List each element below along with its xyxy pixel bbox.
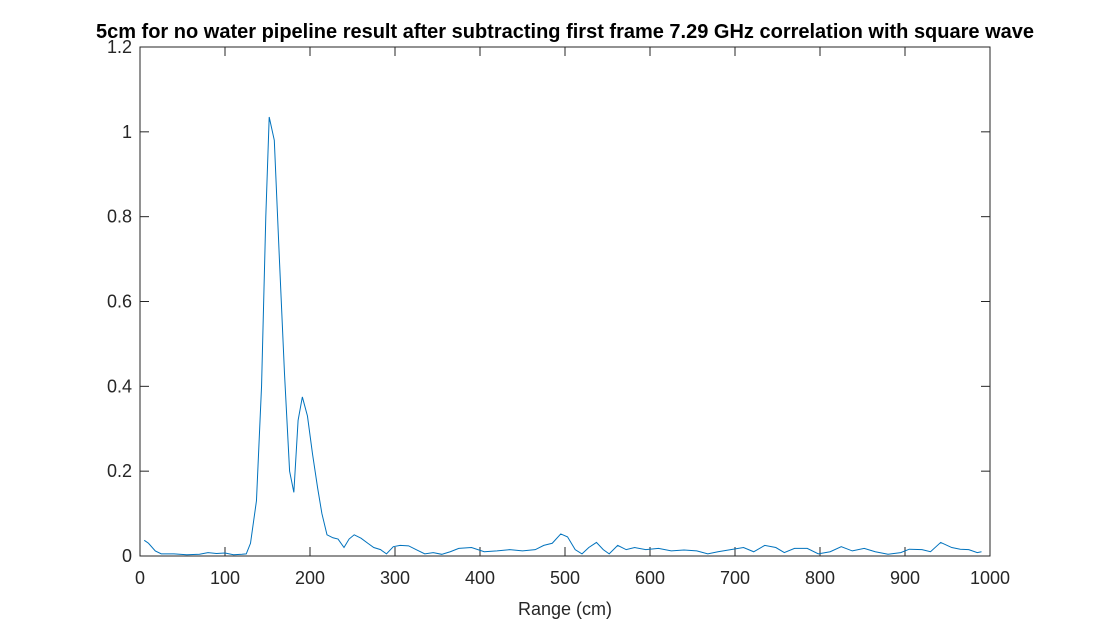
y-tick-label: 0.6 xyxy=(107,292,132,312)
y-tick-label: 0 xyxy=(122,546,132,566)
y-tick-label: 1 xyxy=(122,122,132,142)
x-tick-label: 400 xyxy=(465,568,495,588)
x-tick-label: 0 xyxy=(135,568,145,588)
y-tick-label: 1.2 xyxy=(107,37,132,57)
x-tick-label: 300 xyxy=(380,568,410,588)
x-tick-label: 200 xyxy=(295,568,325,588)
chart-title: 5cm for no water pipeline result after s… xyxy=(96,21,1034,43)
x-tick-label: 500 xyxy=(550,568,580,588)
x-tick-label: 800 xyxy=(805,568,835,588)
x-axis-label: Range (cm) xyxy=(518,599,612,619)
y-tick-label: 0.2 xyxy=(107,461,132,481)
y-tick-label: 0.8 xyxy=(107,207,132,227)
x-tick-label: 900 xyxy=(890,568,920,588)
x-tick-label: 1000 xyxy=(970,568,1010,588)
x-tick-label: 700 xyxy=(720,568,750,588)
y-tick-label: 0.4 xyxy=(107,376,132,396)
data-line xyxy=(143,116,982,556)
plot-frame xyxy=(139,46,991,557)
x-tick-label: 100 xyxy=(210,568,240,588)
x-tick-label: 600 xyxy=(635,568,665,588)
